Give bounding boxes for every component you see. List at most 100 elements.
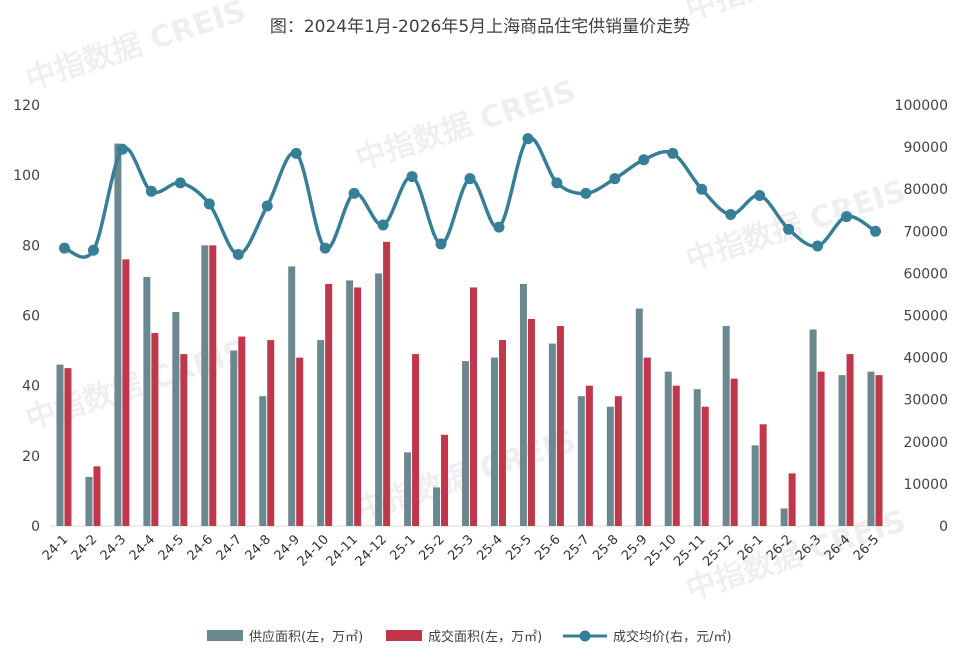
legend-swatch (386, 630, 422, 641)
x-tick-label: 25-1 (387, 532, 418, 563)
bars (56, 143, 883, 527)
bar-supply (56, 364, 64, 526)
price-point (435, 238, 447, 250)
price-point (812, 240, 824, 252)
bar-supply (404, 452, 412, 526)
bar-transaction (383, 241, 391, 526)
x-tick-label: 25-2 (416, 532, 447, 563)
bar-transaction (64, 368, 72, 526)
price-point (725, 208, 737, 220)
watermark-text: 中指数据 CREIS (22, 0, 250, 98)
bar-transaction (643, 357, 651, 526)
y-right-tick-label: 100000 (895, 98, 948, 114)
y-right-tick-label: 70000 (903, 224, 948, 240)
bar-transaction (180, 354, 188, 526)
price-point (377, 219, 389, 231)
price-point (319, 242, 331, 254)
y-left-tick-label: 0 (31, 519, 40, 535)
price-point (232, 248, 244, 260)
price-point (203, 198, 215, 210)
y-right-axis-ticks: 0 10000 20000 30000 40000 50000 60000 70000 8000… (895, 98, 948, 535)
legend-swatch (207, 630, 243, 641)
bar-supply (780, 508, 788, 526)
x-tick-label: 25-11 (671, 532, 708, 569)
price-point (261, 200, 273, 212)
bar-transaction (701, 406, 709, 526)
bar-transaction (875, 375, 883, 526)
price-line-group (58, 133, 882, 260)
price-point (551, 177, 563, 189)
bar-supply (143, 276, 151, 526)
x-tick-label: 24-5 (156, 532, 187, 563)
x-tick-label: 24-11 (324, 532, 361, 569)
bar-transaction (527, 319, 535, 526)
price-point (638, 154, 650, 166)
bar-transaction (325, 283, 333, 526)
chart-title: 图：2024年1月-2026年5月上海商品住宅供销量价走势 (270, 17, 690, 37)
price-point (58, 242, 70, 254)
bar-transaction (614, 396, 622, 526)
bar-supply (317, 340, 325, 526)
y-left-tick-label: 60 (22, 309, 40, 325)
bar-transaction (151, 333, 159, 526)
bar-transaction (441, 434, 449, 526)
y-left-tick-label: 20 (22, 449, 40, 465)
bar-supply (259, 396, 267, 526)
y-right-tick-label: 0 (939, 519, 948, 535)
price-point (174, 177, 186, 189)
bar-supply (433, 487, 441, 526)
price-point (783, 223, 795, 235)
legend-item: 成交面积(左，万㎡) (386, 629, 542, 645)
y-right-tick-label: 30000 (903, 393, 948, 409)
price-point (493, 221, 505, 233)
bar-supply (751, 445, 759, 526)
price-point (667, 147, 679, 159)
bar-supply (85, 476, 93, 526)
bar-transaction (354, 287, 362, 526)
x-tick-label: 24-6 (185, 532, 216, 563)
x-tick-label: 25-3 (445, 532, 476, 563)
x-tick-label: 24-12 (353, 532, 390, 569)
bar-supply (722, 326, 730, 526)
bar-supply (635, 308, 643, 526)
legend-label: 供应面积(左，万㎡) (249, 629, 363, 645)
x-tick-label: 24-3 (98, 532, 129, 563)
bar-supply (838, 375, 846, 526)
legend-item: 成交均价(右，元/㎡) (563, 629, 732, 645)
bar-transaction (470, 287, 477, 526)
y-right-tick-label: 10000 (903, 477, 948, 493)
x-tick-label: 24-10 (295, 532, 332, 569)
price-point (522, 133, 534, 145)
price-point (841, 211, 853, 223)
watermark-text: 中指数据 CREIS (682, 0, 910, 28)
x-tick-label: 25-4 (474, 532, 505, 563)
bar-supply (867, 371, 875, 526)
price-point (87, 244, 99, 256)
price-point (609, 173, 621, 185)
bar-transaction (412, 354, 420, 526)
bar-supply (548, 343, 556, 526)
bar-transaction (585, 385, 593, 526)
y-right-tick-label: 80000 (903, 182, 948, 198)
bar-transaction (498, 340, 506, 526)
watermark-text: 中指数据 CREIS (682, 174, 910, 278)
bar-supply (201, 245, 209, 527)
bar-transaction (93, 466, 101, 526)
bar-transaction (556, 326, 564, 526)
y-right-tick-label: 60000 (903, 266, 948, 282)
price-point (696, 183, 708, 195)
bar-transaction (846, 354, 854, 526)
x-tick-label: 25-10 (642, 532, 679, 569)
bar-supply (114, 143, 122, 526)
bar-supply (462, 361, 469, 526)
price-point (580, 187, 592, 199)
price-point (464, 173, 476, 185)
price-point (348, 187, 360, 199)
legend-label: 成交均价(右，元/㎡) (613, 629, 732, 645)
bar-supply (230, 350, 238, 526)
bar-supply (577, 396, 585, 526)
bar-supply (606, 406, 614, 526)
price-point (145, 185, 157, 197)
